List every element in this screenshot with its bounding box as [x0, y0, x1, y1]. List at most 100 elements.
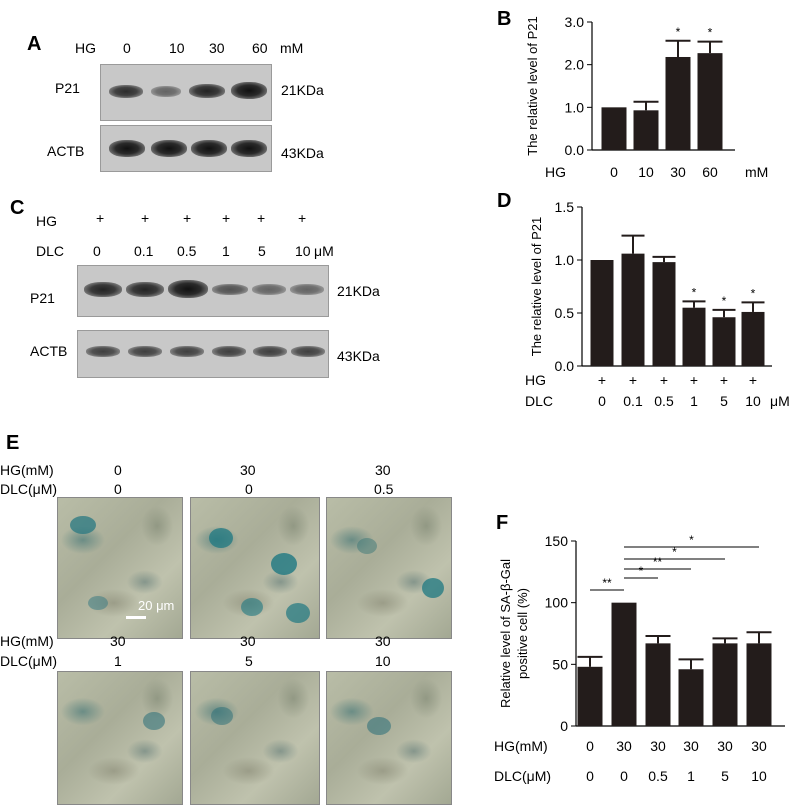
- chart-d-row1-value: +: [598, 372, 606, 388]
- stained-cell: [422, 578, 444, 598]
- panel-c-lane-4: 5: [258, 243, 266, 259]
- chart-f-bracket-label: **: [653, 555, 663, 569]
- panel-e-row2-dlc-1: 5: [245, 653, 253, 669]
- stained-cell: [88, 596, 108, 610]
- band: [128, 346, 162, 357]
- panel-a-blot-p21: [100, 64, 272, 121]
- chart-b-category-label: 10: [638, 164, 654, 180]
- panel-e-row2-hg-1: 30: [240, 633, 256, 649]
- chart-b-category-label: 30: [670, 164, 686, 180]
- stained-cell: [70, 516, 96, 534]
- chart-d-ytick-label: 0.5: [555, 305, 575, 321]
- panel-b-label: B: [497, 8, 512, 30]
- chart-d-bar: [741, 311, 765, 366]
- panel-a-hg-label: HG: [75, 40, 96, 56]
- chart-b-bar: [697, 53, 723, 150]
- chart-b-ytick-label: 1.0: [565, 99, 585, 115]
- band: [109, 140, 145, 157]
- panel-a-lane-1: 10: [169, 40, 185, 56]
- band: [253, 346, 287, 357]
- band: [212, 284, 248, 295]
- band: [151, 140, 187, 157]
- chart-d-category-label: 10: [745, 393, 761, 409]
- chart-d-bar: [712, 317, 736, 366]
- chart-f-category-label: 0: [620, 768, 628, 784]
- chart-d-bar: [621, 253, 645, 366]
- band: [191, 140, 227, 157]
- chart-f-row1-value: 30: [683, 738, 699, 754]
- chart-f-category-label: 0.5: [648, 768, 668, 784]
- panel-c-blot-actb: [77, 330, 329, 378]
- panel-c-row-label-p21: P21: [30, 290, 55, 306]
- chart-f-row1-label: HG(mM): [494, 738, 548, 754]
- chart-f-category-label: 5: [721, 768, 729, 784]
- chart-f-ytick-label: 50: [552, 656, 568, 672]
- chart-d-significance-star: *: [722, 294, 727, 308]
- panel-c-dlc-label: DLC: [36, 243, 65, 259]
- chart-d-row1-value: +: [720, 372, 728, 388]
- panel-a-row-label-actb: ACTB: [47, 143, 85, 159]
- panel-a-lane-3: 60: [252, 40, 268, 56]
- panel-e-row1-dlc-2: 0.5: [374, 481, 394, 497]
- panel-e-row1-hg-1: 30: [240, 462, 256, 478]
- panel-e-row2-dlc-0: 1: [114, 653, 122, 669]
- panel-c-lane-3: 1: [222, 243, 230, 259]
- chart-d-category-label: 0.1: [623, 393, 643, 409]
- band: [252, 284, 286, 295]
- stained-cell: [211, 707, 233, 725]
- panel-a-lane-0: 0: [123, 40, 131, 56]
- chart-f-row1-value: 30: [616, 738, 632, 754]
- chart-b-ytick-label: 0.0: [565, 142, 585, 158]
- chart-f-row1-value: 30: [650, 738, 666, 754]
- chart-b-significance-star: *: [708, 26, 713, 40]
- chart-d-ytick-label: 1.0: [555, 252, 575, 268]
- chart-b-significance-star: *: [676, 25, 681, 39]
- panel-c-lane-5: 10: [295, 243, 311, 259]
- chart-b-category-label: 60: [702, 164, 718, 180]
- panel-c-hg-label: HG: [36, 213, 57, 229]
- band: [189, 84, 225, 98]
- stained-cell: [241, 598, 263, 616]
- band: [84, 282, 122, 297]
- chart-b-ytick-label: 2.0: [565, 57, 585, 73]
- panel-e-row2-hg-2: 30: [375, 633, 391, 649]
- chart-d-significance-star: *: [751, 286, 756, 300]
- chart-f-row1-value: 30: [717, 738, 733, 754]
- chart-f-bar: [712, 643, 738, 726]
- chart-b-ylabel: The relative level of P21: [525, 16, 540, 155]
- panel-c-label: C: [10, 197, 25, 219]
- chart-f-bracket-label: **: [602, 576, 612, 590]
- band: [168, 280, 208, 298]
- band: [86, 346, 120, 357]
- panel-c-lane-1: 0.1: [134, 243, 154, 259]
- chart-d-row1-value: +: [690, 372, 698, 388]
- panel-c-hg-mark-3: +: [222, 210, 231, 226]
- chart-f-bar: [746, 643, 772, 726]
- chart-f-bracket-label: *: [689, 533, 694, 547]
- chart-d-ylabel: The relative level of P21: [529, 217, 544, 356]
- panel-e-row1-dlc-1: 0: [245, 481, 253, 497]
- chart-d-category-label: 5: [720, 393, 728, 409]
- chart-f-bar: [678, 669, 704, 726]
- panel-a-unit: mM: [280, 40, 304, 56]
- chart-d-row2-label: DLC: [525, 393, 553, 409]
- chart-d-row1-value: +: [749, 372, 757, 388]
- chart-d-bar: [590, 260, 614, 366]
- panel-e-row1-dlc-0: 0: [114, 481, 122, 497]
- band: [151, 86, 181, 97]
- chart-d-unit: μM: [770, 393, 790, 409]
- chart-d-significance-star: *: [692, 285, 697, 299]
- chart-f-bracket-label: *: [639, 564, 644, 578]
- chart-f-category-label: 1: [687, 768, 695, 784]
- panel-f-label: F: [496, 512, 509, 534]
- stained-cell: [209, 528, 233, 548]
- panel-c-blot-p21: [77, 265, 329, 317]
- chart-d-row1-value: +: [629, 372, 637, 388]
- micrograph-hg30-dlc1: [57, 671, 183, 805]
- chart-d-row1-label: HG: [525, 372, 546, 388]
- stained-cell: [143, 712, 165, 730]
- panel-e-row2-hg-0: 30: [110, 633, 126, 649]
- chart-f-bar: [611, 602, 637, 726]
- chart-f-bar: [577, 666, 603, 726]
- chart-d-row1-value: +: [660, 372, 668, 388]
